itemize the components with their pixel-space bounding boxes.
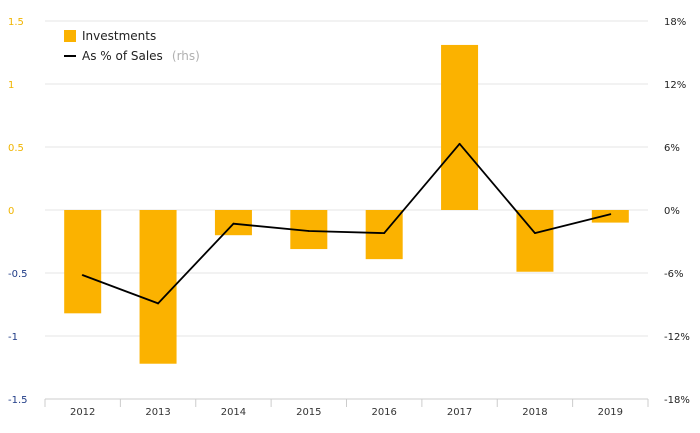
line-series (82, 142, 611, 305)
left-tick-label: -1.5 (8, 395, 28, 406)
x-tick-label: 2018 (522, 407, 547, 418)
left-tick-label: -1 (8, 332, 18, 343)
left-tick-label: 0 (8, 206, 14, 217)
x-tick-label: 2013 (145, 407, 170, 418)
left-tick-label: 0.5 (8, 143, 24, 154)
line-point-2017 (458, 142, 461, 145)
right-tick-label: -18% (664, 395, 690, 406)
right-axis-ticks: 18% 12% 6% 0% -6% -12% -18% (664, 17, 690, 406)
left-tick-label: 1 (8, 80, 14, 91)
legend-label-sales-percent-main: As % of Sales (82, 49, 163, 63)
legend-label-sales-percent-suffix: (rhs) (172, 49, 200, 63)
line-point-2015 (307, 230, 310, 232)
bars-investments (64, 44, 629, 364)
right-tick-label: -12% (664, 332, 690, 343)
left-tick-label: 1.5 (8, 17, 24, 28)
right-tick-label: 0% (664, 206, 680, 217)
line-point-2019 (609, 213, 612, 216)
line-point-2013 (157, 302, 159, 305)
right-tick-label: 18% (664, 17, 686, 28)
bar-2018 (516, 210, 554, 272)
left-axis-ticks: 1.5 1 0.5 0 -0.5 -1 -1.5 (8, 17, 28, 406)
x-tick-label: 2012 (70, 407, 95, 418)
x-axis: 2012 2013 2014 2015 2016 2017 2018 2019 (44, 398, 649, 418)
x-tick-label: 2014 (221, 407, 246, 418)
x-tick-label: 2015 (296, 407, 321, 418)
bar-2017 (441, 44, 479, 210)
line-point-2014 (232, 222, 235, 225)
line-point-2016 (383, 232, 386, 235)
gridlines (45, 20, 648, 400)
line-sales-percent (81, 142, 612, 305)
x-tick-label: 2016 (371, 407, 396, 418)
legend-label-investments: Investments (82, 29, 156, 43)
bar-2012 (64, 210, 102, 314)
legend-swatch-investments (64, 30, 76, 42)
bar-2019 (591, 210, 629, 223)
x-tick-label: 2017 (447, 407, 472, 418)
bar-2013 (139, 210, 177, 364)
legend: Investments As % of Sales (rhs) (64, 29, 200, 64)
x-tick-label: 2019 (598, 407, 623, 418)
bar-2014 (214, 210, 252, 236)
right-tick-label: 12% (664, 80, 686, 91)
line-point-2018 (534, 232, 536, 235)
right-tick-label: 6% (664, 143, 680, 154)
left-tick-label: -0.5 (8, 269, 28, 280)
line-point-2012 (81, 274, 84, 276)
right-tick-label: -6% (664, 269, 683, 280)
legend-label-sales-percent: As % of Sales (rhs) (82, 45, 200, 64)
